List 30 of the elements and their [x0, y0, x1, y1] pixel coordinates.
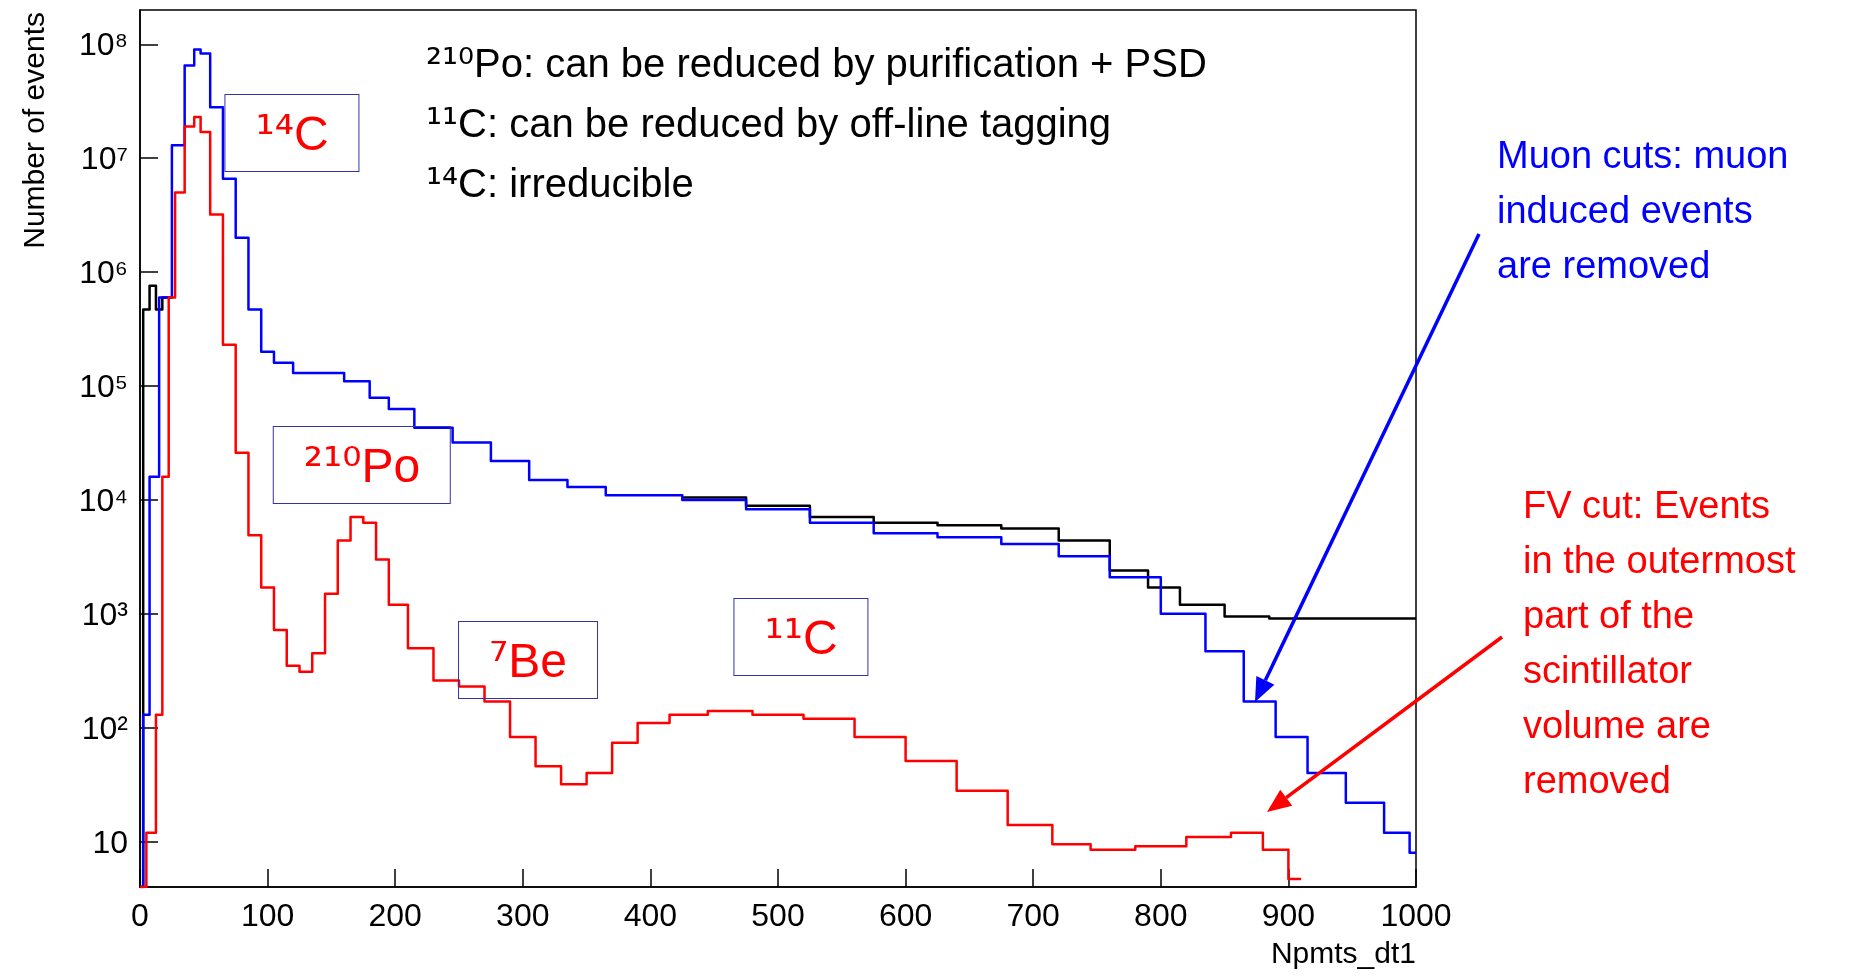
y-tick-label: 10³ — [81, 595, 129, 632]
y-tick-label: 10⁶ — [79, 254, 128, 291]
y-axis-title: Number of events — [16, 12, 50, 249]
annotation: ¹⁴C — [255, 105, 329, 161]
y-tick-label: 10² — [81, 709, 129, 746]
x-tick-label: 700 — [1006, 897, 1060, 933]
annotation: ¹⁴C: irreducible — [426, 160, 694, 206]
y-tick-label: 10⁸ — [78, 26, 128, 63]
annotation: ²¹⁰Po — [303, 437, 421, 493]
x-tick-label: 800 — [1134, 897, 1188, 933]
x-tick-label: 200 — [368, 897, 422, 933]
text: Muon cuts: muon induced events are removed — [1497, 133, 1790, 288]
x-tick-label: 600 — [878, 897, 933, 933]
annotation: ¹¹C — [764, 609, 838, 665]
x-tick-label: 0 — [131, 897, 149, 933]
x-axis-title: Npmts_dt1 — [1270, 935, 1416, 969]
annotation: ¹¹C: can be reduced by off-line tagging — [426, 100, 1112, 146]
x-tick-label: 1000 — [1380, 897, 1452, 933]
y-tick-label: 10⁵ — [79, 368, 128, 405]
x-tick-label: 900 — [1261, 897, 1316, 933]
text: FV cut: Events in the outermost part of the scintillator volume are removed — [1523, 483, 1797, 803]
y-tick-label: 10 — [92, 823, 128, 860]
x-tick-label: 400 — [623, 897, 678, 933]
annotation: ⁷Be — [489, 632, 567, 688]
y-tick-label: 10⁴ — [78, 481, 128, 518]
x-tick-label: 100 — [240, 897, 295, 933]
annotation: ²¹⁰Po: can be reduced by purification + PSD — [426, 40, 1207, 86]
y-tick-label: 10⁷ — [80, 140, 128, 177]
x-tick-label: 500 — [751, 897, 805, 933]
x-tick-label: 300 — [496, 897, 550, 933]
